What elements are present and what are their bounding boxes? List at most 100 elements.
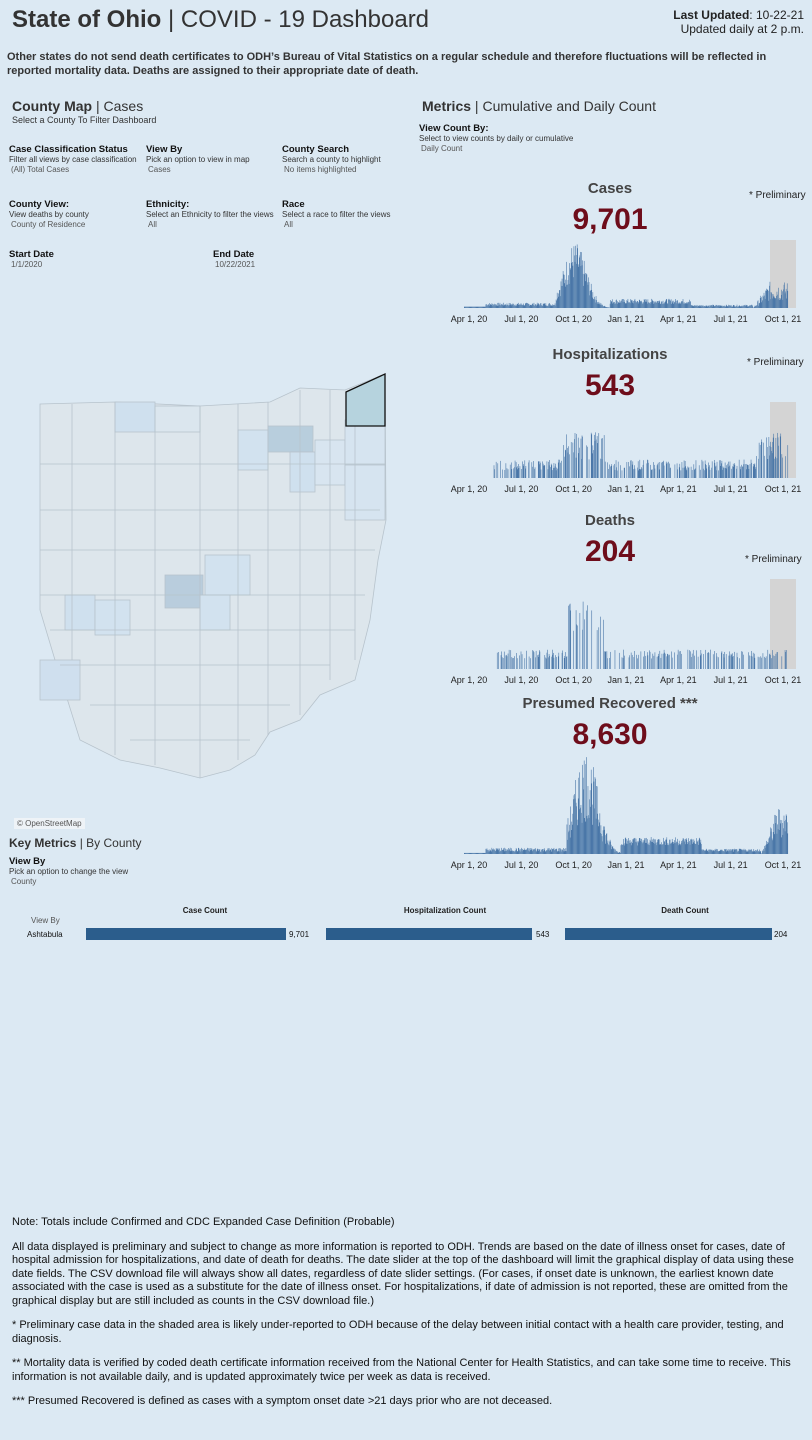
daily-bar	[761, 441, 763, 478]
daily-bar	[545, 303, 547, 308]
daily-bar	[590, 290, 591, 308]
daily-bar	[776, 815, 777, 854]
daily-bar	[552, 470, 553, 478]
daily-bar	[624, 655, 625, 669]
x-tick-label: Jul 1, 20	[504, 675, 538, 685]
county[interactable]	[154, 405, 201, 433]
daily-bar	[746, 850, 748, 854]
daily-bar	[689, 299, 690, 308]
daily-bar	[734, 849, 736, 854]
daily-bar	[581, 458, 582, 478]
hospitalizations-daily-chart[interactable]: Apr 1, 20 Jul 1, 20 Oct 1, 20 Jan 1, 21 Apr …	[428, 398, 808, 496]
daily-bar	[563, 848, 564, 854]
daily-bar	[752, 851, 754, 854]
daily-bar	[592, 445, 594, 478]
daily-bar	[731, 468, 732, 478]
daily-bar	[581, 812, 582, 854]
daily-bar	[734, 463, 735, 478]
case-classification-filter[interactable]: Case Classification Status Filter all vi…	[9, 144, 137, 175]
daily-bar	[595, 778, 596, 854]
daily-bar	[720, 465, 722, 478]
daily-bar	[514, 656, 515, 669]
daily-bar	[510, 305, 512, 308]
daily-bar	[752, 850, 753, 854]
ethnicity-filter[interactable]: Ethnicity: Select an Ethnicity to filter…	[146, 199, 274, 230]
daily-bar	[664, 302, 665, 308]
daily-bar	[476, 852, 478, 854]
daily-bar	[534, 468, 535, 478]
daily-bar	[525, 303, 527, 308]
daily-bar	[587, 446, 588, 478]
daily-bar	[676, 841, 678, 854]
daily-bar	[724, 305, 725, 308]
daily-bar	[751, 304, 752, 308]
daily-bar	[775, 653, 777, 669]
county[interactable]	[344, 419, 386, 466]
daily-bar	[605, 307, 607, 308]
daily-bar	[473, 306, 475, 308]
daily-bar	[650, 837, 652, 854]
county-view-filter[interactable]: County View: View deaths by county Count…	[9, 199, 89, 230]
daily-bar	[486, 304, 487, 308]
county[interactable]	[199, 594, 231, 631]
daily-bar	[735, 849, 736, 854]
daily-bar	[610, 466, 611, 478]
daily-bar	[616, 303, 618, 308]
view-count-filter[interactable]: View Count By: Select to view counts by …	[419, 123, 574, 154]
daily-bar	[568, 275, 569, 308]
ohio-county-map[interactable]	[0, 360, 400, 800]
map-attribution[interactable]: © OpenStreetMap	[14, 818, 85, 829]
daily-bar	[604, 305, 605, 308]
daily-bar	[588, 277, 589, 308]
daily-bar	[629, 655, 630, 669]
hospitalization-count-bar[interactable]	[326, 928, 532, 940]
daily-bar	[746, 305, 748, 308]
county[interactable]	[344, 464, 386, 521]
daily-bar	[556, 292, 558, 308]
daily-bar	[584, 818, 586, 854]
daily-bar	[733, 304, 735, 308]
daily-bar	[621, 844, 622, 854]
county[interactable]	[289, 451, 316, 493]
county[interactable]	[164, 574, 204, 609]
daily-bar	[574, 261, 576, 308]
county[interactable]	[39, 659, 81, 701]
daily-bar	[786, 650, 787, 669]
end-date-filter[interactable]: End Date 10/22/2021	[213, 249, 256, 270]
daily-bar	[537, 654, 539, 669]
daily-bar	[722, 469, 723, 478]
recovered-daily-chart[interactable]: Apr 1, 20 Jul 1, 20 Oct 1, 20 Jan 1, 21 Apr …	[428, 742, 808, 872]
case-count-bar[interactable]	[86, 928, 286, 940]
deaths-daily-chart[interactable]: Apr 1, 20 Jul 1, 20 Oct 1, 20 Jan 1, 21 Apr …	[428, 575, 808, 687]
county-search-filter[interactable]: County Search Search a county to highlig…	[282, 144, 381, 175]
daily-bar	[468, 852, 470, 854]
death-count-bar[interactable]	[565, 928, 772, 940]
county[interactable]	[114, 401, 156, 433]
county-row-label[interactable]: Ashtabula	[27, 930, 63, 939]
daily-bar	[559, 848, 560, 854]
cases-daily-chart[interactable]: Apr 1, 20 Jul 1, 20 Oct 1, 20 Jan 1, 21 Apr …	[428, 236, 808, 326]
daily-bar	[614, 463, 615, 478]
daily-bar	[659, 839, 661, 854]
county[interactable]	[64, 594, 96, 631]
daily-bar	[758, 305, 759, 308]
view-by-filter[interactable]: View By Pick an option to view in map Ca…	[146, 144, 250, 175]
daily-bar	[674, 842, 676, 854]
daily-bar	[745, 306, 746, 308]
daily-bar	[733, 466, 735, 478]
county[interactable]	[204, 554, 251, 596]
county[interactable]	[94, 599, 131, 636]
key-metrics-view-by[interactable]: View By Pick an option to change the vie…	[9, 856, 129, 887]
race-filter[interactable]: Race Select a race to filter the views A…	[282, 199, 391, 230]
daily-bar	[732, 306, 733, 308]
daily-bar	[493, 848, 494, 854]
daily-bar	[755, 851, 757, 854]
daily-bar	[742, 306, 744, 308]
county[interactable]	[267, 425, 314, 453]
daily-bar	[767, 649, 769, 669]
start-date-filter[interactable]: Start Date 1/1/2020	[9, 249, 54, 270]
selected-county-ashtabula[interactable]	[345, 372, 386, 427]
daily-bar	[594, 777, 596, 854]
daily-bar	[478, 852, 479, 854]
daily-bar	[776, 458, 778, 478]
